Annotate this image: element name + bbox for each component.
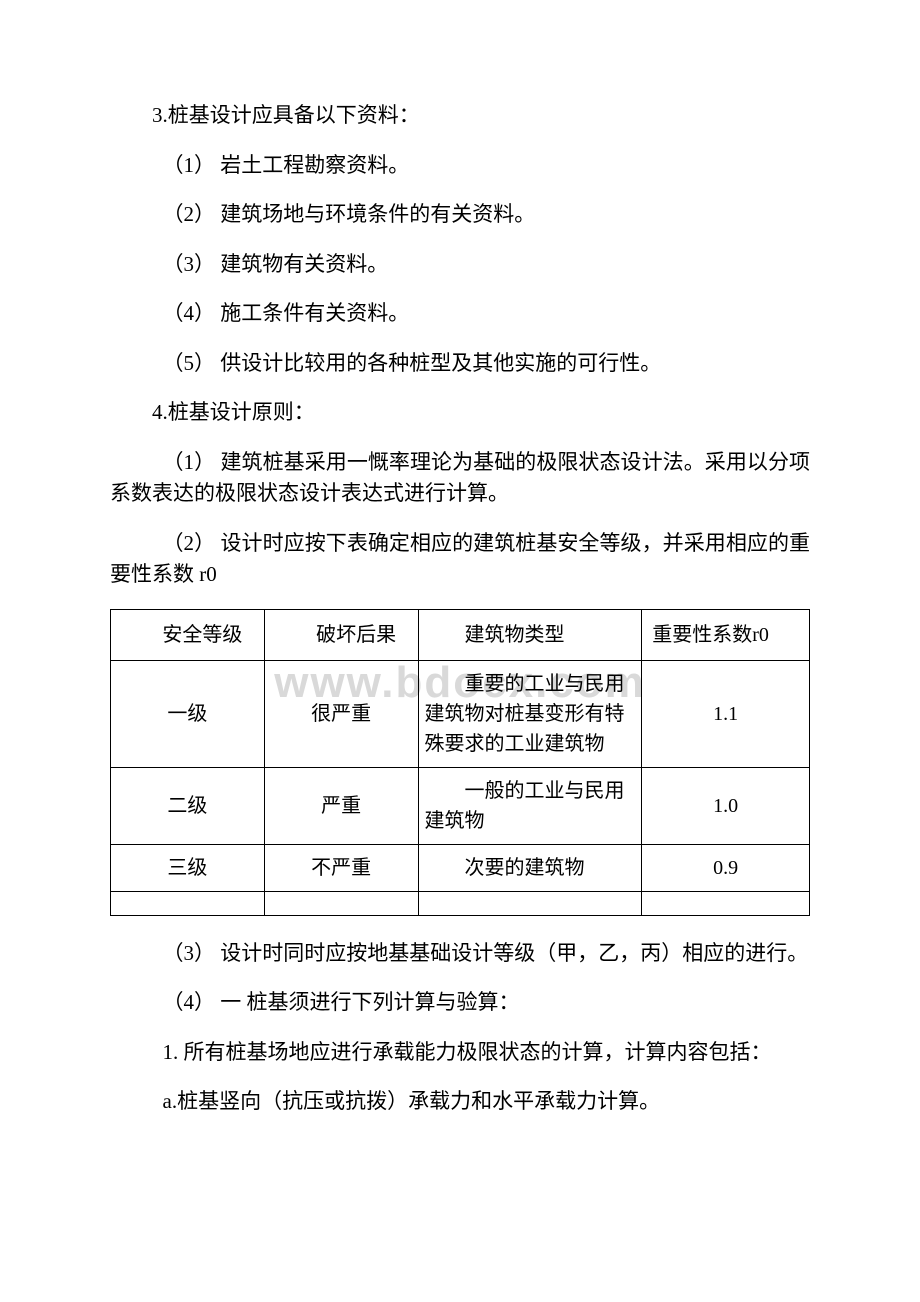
table-empty-row	[111, 891, 810, 915]
section-3-item-4: （4） 施工条件有关资料。	[110, 298, 810, 330]
table-cell-empty	[111, 891, 265, 915]
table-row: 三级 不严重 次要的建筑物 0.9	[111, 844, 810, 891]
table-cell: 很严重	[264, 660, 418, 767]
section-4-item-3: （3） 设计时同时应按地基基础设计等级（甲，乙，丙）相应的进行。	[110, 938, 810, 970]
section-3-title: 3.桩基设计应具备以下资料：	[110, 100, 810, 132]
table-cell: 三级	[111, 844, 265, 891]
table-row: 一级 很严重 重要的工业与民用建筑物对桩基变形有特殊要求的工业建筑物 1.1	[111, 660, 810, 767]
table-header-safety: 安全等级	[111, 609, 265, 660]
section-4-item-1: （1） 建筑桩基采用一慨率理论为基础的极限状态设计法。采用以分项系数表达的极限状…	[110, 447, 810, 510]
calc-item-1a: a.桩基竖向（抗压或抗拨）承载力和水平承载力计算。	[110, 1086, 810, 1118]
section-4-item-4: （4） 一 桩基须进行下列计算与验算：	[110, 987, 810, 1019]
table-cell: 1.0	[642, 767, 810, 844]
table-cell-empty	[642, 891, 810, 915]
table-header-row: 安全等级 破坏后果 建筑物类型 重要性系数r0	[111, 609, 810, 660]
table-header-coefficient: 重要性系数r0	[642, 609, 810, 660]
table-cell: 二级	[111, 767, 265, 844]
table-cell-empty	[418, 891, 642, 915]
table-cell-empty	[264, 891, 418, 915]
table-cell: 一般的工业与民用建筑物	[418, 767, 642, 844]
table-cell: 次要的建筑物	[418, 844, 642, 891]
section-3-item-5: （5） 供设计比较用的各种桩型及其他实施的可行性。	[110, 348, 810, 380]
document-content: 3.桩基设计应具备以下资料： （1） 岩土工程勘察资料。 （2） 建筑场地与环境…	[110, 100, 810, 1118]
table-cell: 重要的工业与民用建筑物对桩基变形有特殊要求的工业建筑物	[418, 660, 642, 767]
section-4-title: 4.桩基设计原则：	[110, 397, 810, 429]
section-3-item-1: （1） 岩土工程勘察资料。	[110, 150, 810, 182]
section-3-item-2: （2） 建筑场地与环境条件的有关资料。	[110, 199, 810, 231]
calc-item-1: 1. 所有桩基场地应进行承载能力极限状态的计算，计算内容包括：	[110, 1037, 810, 1069]
section-4-item-2: （2） 设计时应按下表确定相应的建筑桩基安全等级，并采用相应的重要性系数 r0	[110, 528, 810, 591]
section-3-item-3: （3） 建筑物有关资料。	[110, 249, 810, 281]
table-cell: 严重	[264, 767, 418, 844]
table-row: 二级 严重 一般的工业与民用建筑物 1.0	[111, 767, 810, 844]
table-cell: 不严重	[264, 844, 418, 891]
table-header-consequence: 破坏后果	[264, 609, 418, 660]
table-cell: 0.9	[642, 844, 810, 891]
table-header-building-type: 建筑物类型	[418, 609, 642, 660]
table-cell: 1.1	[642, 660, 810, 767]
table-cell: 一级	[111, 660, 265, 767]
safety-grade-table: 安全等级 破坏后果 建筑物类型 重要性系数r0 一级 很严重 重要的工业与民用建…	[110, 609, 810, 916]
